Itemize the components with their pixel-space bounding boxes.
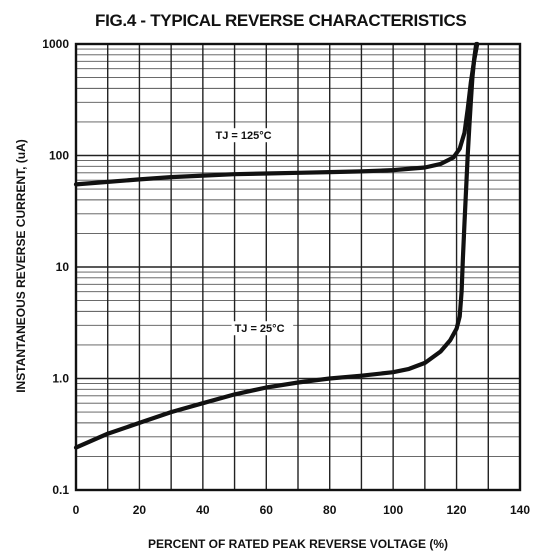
- x-tick-label: 100: [383, 503, 403, 517]
- x-tick-label: 80: [323, 503, 337, 517]
- y-tick-labels: 0.1 1.0 10 100 1000: [42, 37, 69, 497]
- series-line-tj-125c: [73, 41, 480, 187]
- x-tick-label: 120: [447, 503, 467, 517]
- y-axis-label: INSTANTANEOUS REVERSE CURRENT, (uA): [14, 139, 28, 393]
- x-tick-label: 40: [196, 503, 210, 517]
- y-tick-label: 10: [56, 260, 70, 274]
- x-tick-labels: 0 20 40 60 80 100 120 140: [73, 503, 531, 517]
- curves: [73, 41, 480, 450]
- x-tick-label: 0: [73, 503, 80, 517]
- y-tick-label: 0.1: [52, 483, 69, 497]
- x-axis-label: PERCENT OF RATED PEAK REVERSE VOLTAGE (%…: [148, 537, 448, 551]
- chart-title: FIG.4 - TYPICAL REVERSE CHARACTERISTICS: [95, 11, 466, 30]
- series-line-tj-25c: [73, 41, 479, 450]
- y-tick-label: 100: [49, 149, 69, 163]
- grid: [76, 44, 520, 491]
- annotations: TJ = 125°C TJ = 25°C: [212, 128, 294, 336]
- plot-frame: [74, 42, 522, 492]
- annotation-background: [231, 321, 294, 336]
- y-tick-label: 1000: [42, 37, 69, 51]
- x-tick-label: 20: [133, 503, 147, 517]
- y-tick-label: 1.0: [52, 372, 69, 386]
- annotation-background: [212, 128, 281, 143]
- x-tick-label: 60: [260, 503, 274, 517]
- x-tick-label: 140: [510, 503, 530, 517]
- series-annotation-tj-125c: TJ = 125°C: [216, 130, 272, 142]
- series-annotation-tj-25c: TJ = 25°C: [235, 323, 285, 335]
